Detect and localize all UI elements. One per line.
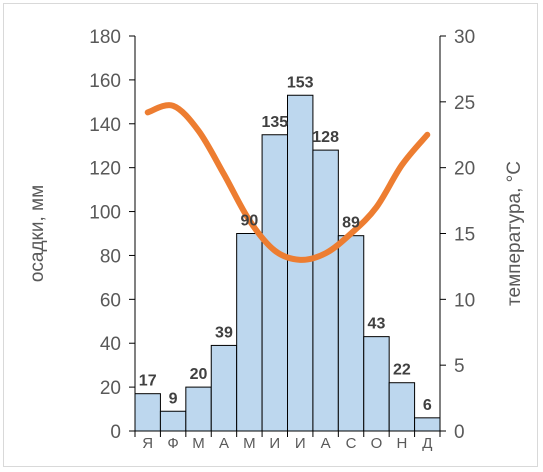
bar-9 — [337, 235, 365, 432]
y-tick-label: 180 — [89, 27, 121, 48]
y-tick-label: 100 — [89, 203, 121, 224]
bar-value-label: 20 — [190, 366, 208, 383]
bar-value-label: 128 — [312, 129, 339, 146]
y-axis-title: осадки, мм — [27, 185, 48, 282]
y-tick-label: 0 — [110, 422, 121, 443]
x-tick-label: Д — [422, 435, 432, 452]
y-tick-label: 120 — [89, 159, 121, 180]
bar-value-label: 153 — [287, 74, 314, 91]
x-tick-label: Ф — [167, 435, 178, 452]
x-tick-label: О — [371, 435, 383, 452]
bar-4 — [210, 344, 238, 432]
bar-value-label: 43 — [368, 316, 386, 333]
bar-7 — [287, 94, 314, 432]
x-tick-label: М — [243, 435, 256, 452]
bar-3 — [185, 386, 212, 432]
temperature-line-layer — [144, 102, 431, 263]
bar-value-label: 17 — [139, 373, 157, 390]
y2-tick-label: 5 — [454, 356, 465, 377]
bar-12 — [414, 417, 441, 432]
axes-layer — [129, 35, 446, 437]
y-tick-label: 140 — [89, 115, 121, 136]
chart-frame: 0 20 40 60 80 100 120 140 160 180 0 5 10 15 20 25 30 Я Ф М А… — [3, 3, 538, 467]
y-tick-label: 60 — [100, 290, 121, 311]
y2-tick-label: 20 — [454, 159, 475, 180]
bar-1 — [134, 393, 161, 432]
x-tick-label: С — [346, 435, 357, 452]
bar-8 — [312, 149, 339, 432]
bars-layer — [134, 94, 441, 432]
x-tick-label: Н — [396, 435, 407, 452]
x-tick-label: И — [269, 435, 280, 452]
x-tick-label: М — [192, 435, 205, 452]
y2-tick-label: 30 — [454, 27, 475, 48]
bar-value-label: 90 — [240, 213, 258, 230]
y2-tick-label: 0 — [454, 422, 465, 443]
temperature-line — [144, 102, 431, 263]
bar-value-label: 39 — [215, 324, 233, 341]
bar-value-label: 9 — [169, 390, 178, 407]
y2-axis-title: температура, °С — [504, 161, 525, 306]
y-tick-label: 160 — [89, 71, 121, 92]
bar-2 — [159, 410, 187, 432]
x-tick-label: Я — [142, 435, 153, 452]
y2-tick-label: 25 — [454, 93, 475, 114]
y-tick-label: 40 — [100, 334, 121, 355]
x-tick-label: А — [321, 435, 331, 452]
x-tick-label: И — [295, 435, 306, 452]
y-tick-label: 80 — [100, 246, 121, 267]
bar-value-label: 6 — [423, 397, 432, 414]
bar-value-label: 135 — [261, 114, 288, 131]
bar-value-label: 89 — [342, 215, 360, 232]
bar-6 — [261, 134, 288, 432]
bar-value-label: 22 — [393, 362, 411, 379]
y-tick-label: 20 — [100, 378, 121, 399]
bar-5 — [236, 233, 263, 432]
y2-tick-label: 10 — [454, 290, 475, 311]
bar-11 — [388, 382, 416, 432]
x-tick-label: А — [219, 435, 229, 452]
bar-10 — [363, 336, 390, 432]
y2-tick-label: 15 — [454, 225, 475, 246]
